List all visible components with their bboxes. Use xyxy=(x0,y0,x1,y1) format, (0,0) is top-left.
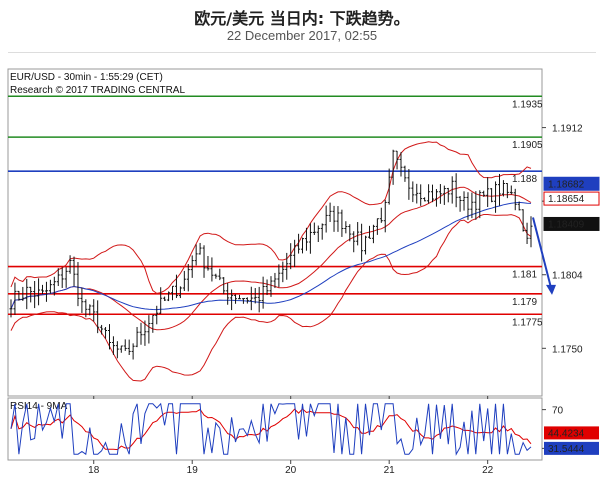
rsi-tag-box xyxy=(544,441,599,455)
moving-average-line xyxy=(10,201,532,311)
rsi-tag: 31.5444 xyxy=(544,441,599,455)
rsi-panel xyxy=(7,397,543,461)
y-tick-label: 1.1804 xyxy=(552,271,583,282)
header-divider xyxy=(8,52,596,53)
level-label: 1.181 xyxy=(512,270,537,281)
x-tick-label: 21 xyxy=(384,465,396,476)
price-tag-label: 1.18409 xyxy=(548,219,585,230)
level-label: 1.1905 xyxy=(512,140,543,151)
price-panel xyxy=(7,68,543,397)
instrument-label: EUR/USD - 30min - 1:55:29 (CET) xyxy=(10,72,163,83)
price-tag-box xyxy=(543,191,600,206)
price-tag-label: 1.18654 xyxy=(548,194,585,205)
rsi-line xyxy=(10,402,532,456)
y-tick-label: 1.1750 xyxy=(552,344,583,355)
price-tag-box xyxy=(543,216,600,231)
forecast-arrow-head xyxy=(546,284,556,295)
research-label: Research © 2017 TRADING CENTRAL xyxy=(10,85,185,96)
rsi-tag-label: 44.4234 xyxy=(548,428,585,439)
rsi-tick-label: 70 xyxy=(552,406,564,417)
rsi-ma-line xyxy=(10,408,532,451)
price-tag-box xyxy=(543,176,600,191)
level-label: 1.179 xyxy=(512,297,537,308)
page-title: 欧元/美元 当日内: 下跌趋势。 xyxy=(194,9,410,28)
x-tick-label: 19 xyxy=(187,465,199,476)
rsi-plot-frame xyxy=(7,397,543,461)
bollinger-middle-line xyxy=(10,186,532,331)
price-tag: 1.18409 xyxy=(543,216,600,231)
candles-group xyxy=(9,149,533,360)
level-label: 1.188 xyxy=(512,174,537,185)
price-plot-frame xyxy=(7,68,543,397)
x-tick-label: 18 xyxy=(88,465,100,476)
bollinger-upper-line xyxy=(10,141,532,294)
level-label: 1.1935 xyxy=(512,99,543,110)
rsi-tag-box xyxy=(544,426,599,440)
price-tag: 1.18654 xyxy=(543,191,600,206)
price-tag: 1.18682 xyxy=(543,176,600,191)
x-tick-label: 20 xyxy=(285,465,297,476)
level-label: 1.1775 xyxy=(512,317,543,328)
forecast-arrow-shaft xyxy=(532,217,552,289)
rsi-tag-label: 31.5444 xyxy=(548,444,585,455)
y-tick-label: 1.1912 xyxy=(552,124,583,135)
page-subtitle: 22 December 2017, 02:55 xyxy=(226,28,378,43)
bollinger-lower-line xyxy=(10,214,532,382)
price-tag-label: 1.18682 xyxy=(548,179,585,190)
x-tick-label: 22 xyxy=(482,465,494,476)
rsi-tag: 44.4234 xyxy=(544,426,599,440)
